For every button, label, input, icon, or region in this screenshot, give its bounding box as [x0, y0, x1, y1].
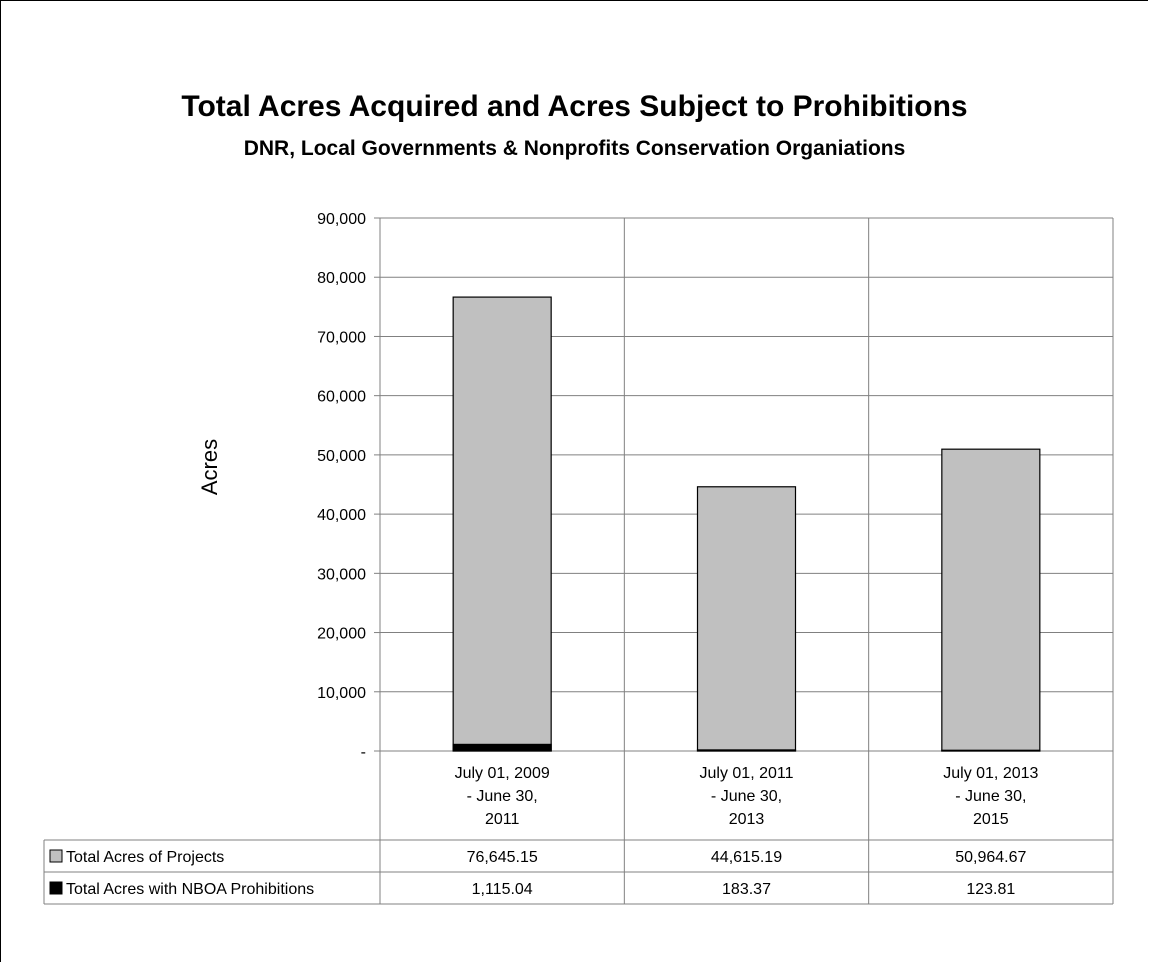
- bar-nboa-acres: [452, 743, 552, 752]
- y-tick-label: 70,000: [317, 329, 366, 346]
- y-tick-label: -: [361, 744, 366, 761]
- y-tick-label: 30,000: [317, 566, 366, 583]
- bar-nboa-acres: [941, 749, 1041, 752]
- x-category-label: 2015: [973, 811, 1009, 828]
- x-category-label: - June 30,: [467, 788, 538, 805]
- x-category-label: July 01, 2011: [700, 765, 794, 782]
- y-tick-label: 10,000: [317, 685, 366, 702]
- y-tick-label: 50,000: [317, 448, 366, 465]
- bar-total-acres: [941, 448, 1041, 752]
- y-tick-label: 60,000: [317, 389, 366, 406]
- legend-series-name: Total Acres with NBOA Prohibitions: [66, 881, 314, 898]
- data-table-value: 1,115.04: [472, 881, 533, 898]
- bar-total-acres: [452, 296, 552, 752]
- data-table-value: 50,964.67: [955, 849, 1026, 866]
- chart-title: Total Acres Acquired and Acres Subject t…: [181, 90, 968, 123]
- data-table-value: 76,645.15: [467, 849, 538, 866]
- x-category-labels: July 01, 2009 - June 30, 2011 July 01, 2011…: [455, 765, 1039, 828]
- y-tick-labels: - 10,000 20,000 30,000 40,000 50,000 60,000 70,…: [317, 211, 366, 761]
- legend-series-name: Total Acres of Projects: [66, 849, 224, 866]
- data-table-value: 123.81: [966, 881, 1015, 898]
- x-category-label: 2013: [729, 811, 765, 828]
- x-category-label: - June 30,: [955, 788, 1026, 805]
- x-category-label: 2011: [485, 811, 520, 828]
- chart-subtitle: DNR, Local Governments & Nonprofits Cons…: [243, 137, 906, 160]
- y-tick-label: 80,000: [317, 270, 366, 287]
- data-table: Total Acres of Projects 76,645.15 44,615.1…: [43, 751, 1114, 905]
- y-tick-label: 40,000: [317, 507, 366, 524]
- data-table-value: 44,615.19: [711, 849, 782, 866]
- legend-key: [49, 881, 63, 895]
- legend-key: [49, 849, 63, 863]
- y-tick-label: 90,000: [317, 211, 366, 228]
- x-category-label: - June 30,: [711, 788, 782, 805]
- x-category-label: July 01, 2013: [943, 765, 1038, 782]
- data-table-value: 183.37: [722, 881, 771, 898]
- bar-total-acres: [696, 486, 797, 752]
- bars: [452, 296, 1041, 752]
- y-tick-label: 20,000: [317, 626, 366, 643]
- x-category-label: July 01, 2009: [455, 765, 550, 782]
- bar-nboa-acres: [696, 749, 797, 752]
